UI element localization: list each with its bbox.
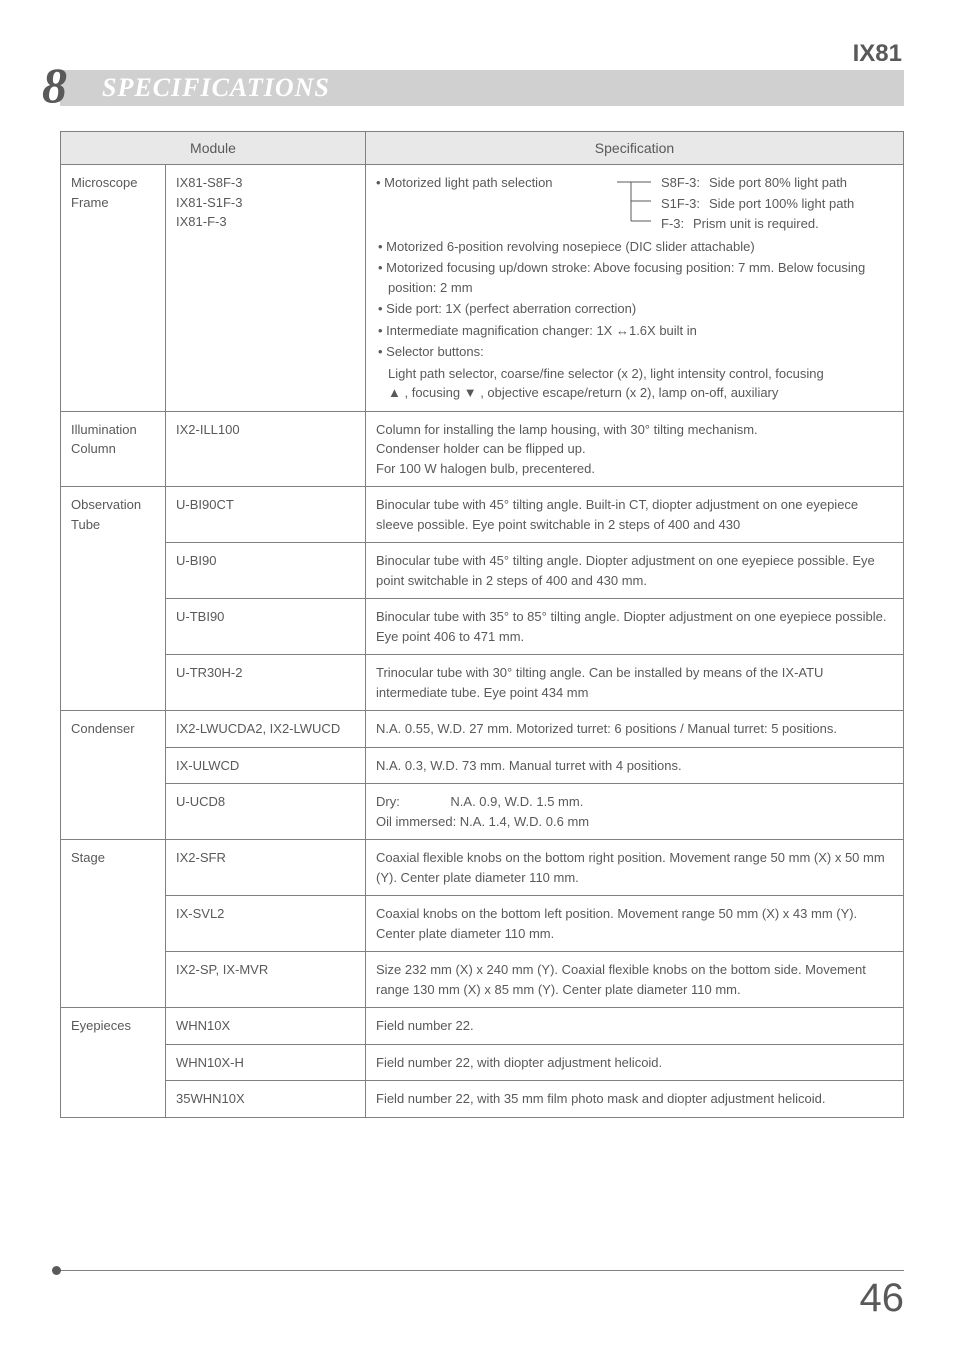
table-row: U-TBI90 Binocular tube with 35° to 85° t… — [61, 599, 904, 655]
module-cell: WHN10X-H — [166, 1044, 366, 1081]
table-row: U-UCD8 Dry: N.A. 0.9, W.D. 1.5 mm. Oil i… — [61, 784, 904, 840]
table-row: U-BI90 Binocular tube with 45° tilting a… — [61, 543, 904, 599]
module-cell: IX2-LWUCDA2, IX2-LWUCD — [166, 711, 366, 748]
spec-cell: Size 232 mm (X) x 240 mm (Y). Coaxial fl… — [366, 952, 904, 1008]
module-cell: U-TBI90 — [166, 599, 366, 655]
table-row: Stage IX2-SFR Coaxial flexible knobs on … — [61, 840, 904, 896]
module-cell: IX2-SFR — [166, 840, 366, 896]
specifications-table: Module Specification Microscope Frame IX… — [60, 131, 904, 1118]
module-cell: U-BI90CT — [166, 487, 366, 543]
module-cell: U-UCD8 — [166, 784, 366, 840]
footer-dot-icon — [52, 1266, 61, 1275]
header-spec: Specification — [366, 132, 904, 165]
module-cell: 35WHN10X — [166, 1081, 366, 1118]
table-row: 35WHN10X Field number 22, with 35 mm fil… — [61, 1081, 904, 1118]
module-cell: IX81-S8F-3 IX81-S1F-3 IX81-F-3 — [166, 165, 366, 412]
spec-cell: Binocular tube with 35° to 85° tilting a… — [366, 599, 904, 655]
table-row: Observation Tube U-BI90CT Binocular tube… — [61, 487, 904, 543]
chapter-number: 8 — [42, 56, 67, 114]
table-row: Illumination Column IX2-ILL100 Column fo… — [61, 411, 904, 487]
module-cell: IX2-ILL100 — [166, 411, 366, 487]
header: IX81 8 SPECIFICATIONS — [60, 40, 904, 106]
table-row: U-TR30H-2 Trinocular tube with 30° tilti… — [61, 655, 904, 711]
header-module: Module — [61, 132, 366, 165]
spec-cell: Trinocular tube with 30° tilting angle. … — [366, 655, 904, 711]
title-strip: 8 SPECIFICATIONS — [60, 70, 904, 106]
model-label: IX81 — [60, 40, 904, 68]
spec-cell: Binocular tube with 45° tilting angle. B… — [366, 487, 904, 543]
spec-cell: Binocular tube with 45° tilting angle. D… — [366, 543, 904, 599]
table-row: WHN10X-H Field number 22, with diopter a… — [61, 1044, 904, 1081]
chapter-title: SPECIFICATIONS — [102, 73, 330, 103]
spec-cell: • Motorized light path selection S8F-3:S… — [366, 165, 904, 412]
category-cell: Illumination Column — [61, 411, 166, 487]
category-cell: Condenser — [61, 711, 166, 840]
spec-cell: Field number 22, with diopter adjustment… — [366, 1044, 904, 1081]
footer-rule — [60, 1270, 904, 1271]
table-row: Microscope Frame IX81-S8F-3 IX81-S1F-3 I… — [61, 165, 904, 412]
table-row: Condenser IX2-LWUCDA2, IX2-LWUCD N.A. 0.… — [61, 711, 904, 748]
table-row: Eyepieces WHN10X Field number 22. — [61, 1008, 904, 1045]
category-cell: Stage — [61, 840, 166, 1008]
module-cell: U-TR30H-2 — [166, 655, 366, 711]
table-row: IX-ULWCD N.A. 0.3, W.D. 73 mm. Manual tu… — [61, 747, 904, 784]
module-cell: IX2-SP, IX-MVR — [166, 952, 366, 1008]
page-number: 46 — [860, 1276, 905, 1321]
module-cell: IX-SVL2 — [166, 896, 366, 952]
table-row: IX2-SP, IX-MVR Size 232 mm (X) x 240 mm … — [61, 952, 904, 1008]
spec-cell: Coaxial flexible knobs on the bottom rig… — [366, 840, 904, 896]
module-cell: IX-ULWCD — [166, 747, 366, 784]
tree-branch-icon — [611, 173, 661, 231]
module-cell: WHN10X — [166, 1008, 366, 1045]
spec-cell: Field number 22. — [366, 1008, 904, 1045]
spec-cell: N.A. 0.3, W.D. 73 mm. Manual turret with… — [366, 747, 904, 784]
spec-cell: N.A. 0.55, W.D. 27 mm. Motorized turret:… — [366, 711, 904, 748]
category-cell: Eyepieces — [61, 1008, 166, 1118]
spec-cell: Coaxial knobs on the bottom left positio… — [366, 896, 904, 952]
spec-cell: Column for installing the lamp housing, … — [366, 411, 904, 487]
module-cell: U-BI90 — [166, 543, 366, 599]
category-cell: Observation Tube — [61, 487, 166, 711]
table-row: IX-SVL2 Coaxial knobs on the bottom left… — [61, 896, 904, 952]
spec-cell: Field number 22, with 35 mm film photo m… — [366, 1081, 904, 1118]
category-cell: Microscope Frame — [61, 165, 166, 412]
spec-cell: Dry: N.A. 0.9, W.D. 1.5 mm. Oil immersed… — [366, 784, 904, 840]
